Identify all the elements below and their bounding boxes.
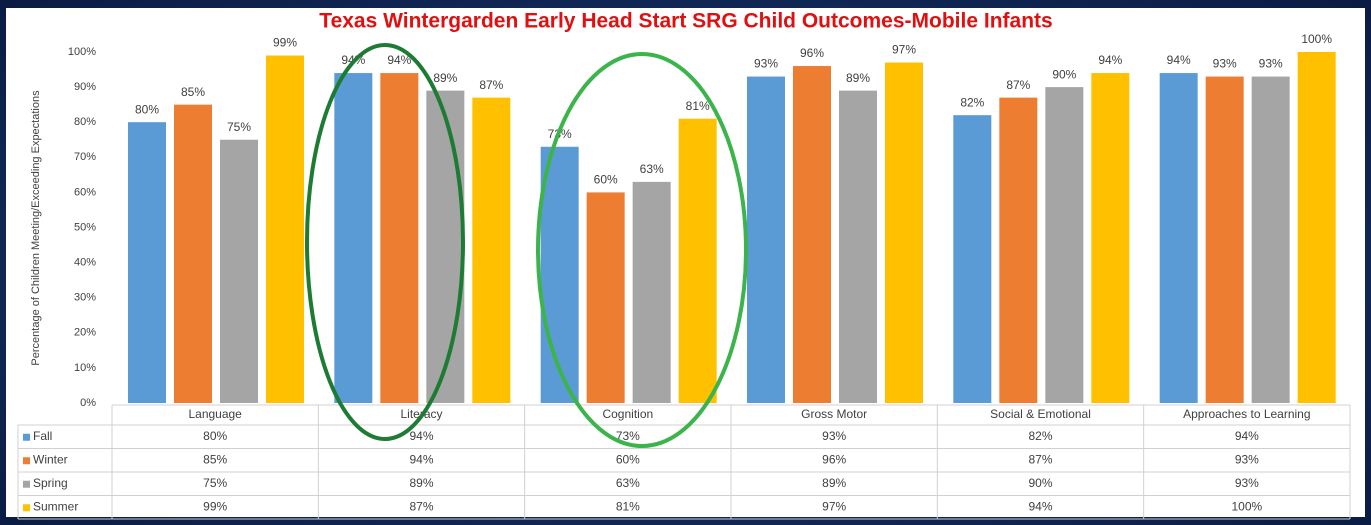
data-label: 99% xyxy=(273,36,297,50)
bar xyxy=(885,62,923,403)
table-cell: 80% xyxy=(203,429,227,443)
table-cell: 87% xyxy=(409,499,433,513)
table-cell: 97% xyxy=(822,499,846,513)
table-cell: 94% xyxy=(409,429,433,443)
bar xyxy=(747,76,785,403)
table-cell: 60% xyxy=(616,452,640,466)
table-cell: 81% xyxy=(616,499,640,513)
bar xyxy=(1159,73,1198,403)
bar xyxy=(540,146,579,403)
bar xyxy=(1045,87,1084,403)
y-axis-label: Percentage of Children Meeting/Exceeding… xyxy=(30,90,42,366)
y-tick-label: 0% xyxy=(80,397,96,409)
data-label: 80% xyxy=(135,102,159,116)
data-label: 100% xyxy=(1301,32,1332,46)
y-tick-label: 100% xyxy=(68,46,96,58)
table-cell: 89% xyxy=(409,476,433,490)
bar xyxy=(1297,52,1336,403)
y-tick-label: 90% xyxy=(74,81,96,93)
y-tick-label: 70% xyxy=(74,151,96,163)
data-label: 96% xyxy=(800,46,824,60)
y-tick-label: 10% xyxy=(74,362,96,374)
x-tick-label: Language xyxy=(188,407,242,421)
bar xyxy=(678,118,717,403)
legend-swatch xyxy=(23,457,30,465)
bar xyxy=(632,181,671,403)
table-cell: 73% xyxy=(616,429,640,443)
bar xyxy=(1091,73,1130,403)
bar xyxy=(999,97,1038,403)
table-cell: 96% xyxy=(822,452,846,466)
data-label: 87% xyxy=(479,78,503,92)
bar xyxy=(586,192,625,403)
y-tick-label: 20% xyxy=(74,327,96,339)
x-tick-label: Cognition xyxy=(602,407,653,421)
bar xyxy=(426,90,465,404)
table-cell: 94% xyxy=(1028,499,1052,513)
data-label: 85% xyxy=(181,85,205,99)
data-label: 89% xyxy=(433,71,457,85)
data-label: 94% xyxy=(1098,53,1122,67)
data-label: 75% xyxy=(227,120,251,134)
table-cell: 94% xyxy=(409,452,433,466)
bar xyxy=(793,66,831,403)
bar xyxy=(1251,76,1290,403)
bar xyxy=(839,90,877,404)
data-label: 97% xyxy=(892,43,916,57)
data-label: 94% xyxy=(387,53,411,67)
legend-label: Fall xyxy=(33,429,52,443)
table-cell: 93% xyxy=(1235,452,1259,466)
y-tick-label: 40% xyxy=(74,257,96,269)
legend-label: Spring xyxy=(33,476,68,490)
legend-swatch xyxy=(23,480,30,488)
bar xyxy=(1205,76,1244,403)
y-tick-label: 50% xyxy=(74,221,96,233)
bar xyxy=(472,97,511,403)
highlight-ellipse xyxy=(536,52,748,448)
table-cell: 75% xyxy=(203,476,227,490)
data-label: 93% xyxy=(754,57,778,71)
y-tick-label: 60% xyxy=(74,186,96,198)
data-label: 87% xyxy=(1006,78,1030,92)
x-tick-label: Approaches to Learning xyxy=(1183,407,1310,421)
data-label: 93% xyxy=(1213,57,1237,71)
highlight-ellipse xyxy=(305,43,465,441)
data-label: 60% xyxy=(594,173,618,187)
table-cell: 85% xyxy=(203,452,227,466)
y-tick-label: 80% xyxy=(74,116,96,128)
table-cell: 87% xyxy=(1028,452,1052,466)
bar xyxy=(953,115,992,404)
data-label: 93% xyxy=(1259,57,1283,71)
data-label: 94% xyxy=(1167,53,1191,67)
x-tick-label: Gross Motor xyxy=(801,407,867,421)
table-cell: 90% xyxy=(1028,476,1052,490)
legend-swatch xyxy=(23,504,30,512)
table-cell: 63% xyxy=(616,476,640,490)
legend-label: Winter xyxy=(33,452,68,466)
legend-label: Summer xyxy=(33,499,78,513)
y-tick-label: 30% xyxy=(74,292,96,304)
x-tick-label: Social & Emotional xyxy=(990,407,1091,421)
chart-title: Texas Wintergarden Early Head Start SRG … xyxy=(319,10,1052,33)
table-cell: 100% xyxy=(1231,499,1262,513)
bar xyxy=(266,55,304,403)
table-cell: 82% xyxy=(1028,429,1052,443)
table-cell: 93% xyxy=(1235,476,1259,490)
bar xyxy=(334,73,373,403)
bar xyxy=(380,73,419,403)
data-label: 81% xyxy=(686,99,710,113)
bar xyxy=(128,122,166,403)
data-label: 89% xyxy=(846,71,870,85)
table-cell: 99% xyxy=(203,499,227,513)
table-cell: 94% xyxy=(1235,429,1259,443)
data-label: 82% xyxy=(960,95,984,109)
bar xyxy=(220,139,258,403)
legend-swatch xyxy=(23,433,30,441)
bar xyxy=(174,104,212,404)
data-label: 63% xyxy=(640,162,664,176)
table-cell: 89% xyxy=(822,476,846,490)
table-cell: 93% xyxy=(822,429,846,443)
data-label: 90% xyxy=(1052,67,1076,81)
